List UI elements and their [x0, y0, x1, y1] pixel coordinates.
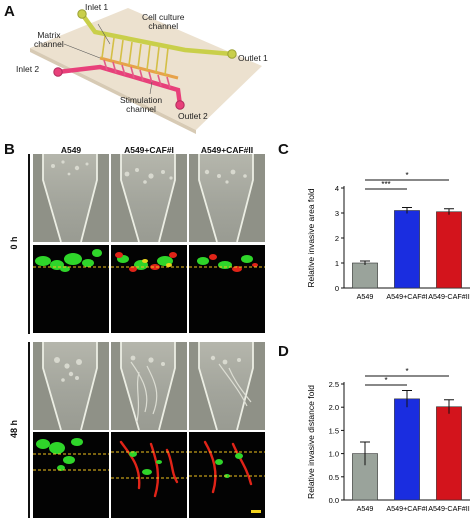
column-header-a549: A549 — [60, 145, 82, 155]
chart-c-ylabel: Relative invasive area fold — [306, 188, 316, 287]
outlet-2-port — [175, 100, 185, 110]
cell-culture-line-1: Cell culture — [142, 12, 185, 22]
chart-c-bar-2 — [436, 211, 462, 289]
chart-d-y-tick-label-4: 2.0 — [329, 403, 339, 412]
chart-c-category-label-1: A549+CAF#I — [386, 292, 427, 301]
chart-d-significance-label-0: * — [405, 367, 408, 376]
chart-d-bar-2 — [436, 406, 462, 501]
column-header-caf2: A549+CAF#II — [200, 145, 254, 155]
chart-d-category-label-1: A549+CAF#I — [386, 504, 427, 513]
panel-label-a: A — [4, 3, 15, 20]
brightfield-a549-0h — [33, 154, 109, 242]
stimulation-line-1: Stimulation — [120, 95, 163, 105]
stimulation-channel-label: Stimulation channel — [120, 96, 162, 114]
row-label-48h: 48 h — [9, 420, 19, 439]
brightfield-caf1-48h — [111, 342, 187, 430]
chart-d-category-label-0: A549 — [357, 504, 374, 513]
fluorescence-a549-0h — [33, 245, 109, 333]
chart-d-category-label-2: A549-CAF#II — [428, 504, 470, 513]
brightfield-caf2-0h — [189, 154, 265, 242]
row-label-0h: 0 h — [9, 236, 19, 250]
chart-c-category-label-0: A549 — [357, 292, 374, 301]
chart-c-y-tick-label-4: 4 — [335, 184, 339, 193]
chart-d-y-tick-label-0: 0.0 — [329, 496, 339, 505]
chart-c-significance-label-1: *** — [381, 180, 390, 189]
outlet-1-label: Outlet 1 — [238, 53, 268, 63]
inlet-1-label: Inlet 1 — [85, 2, 109, 12]
outlet-2-label: Outlet 2 — [178, 111, 208, 121]
cell-culture-line-2: channel — [148, 21, 179, 31]
chart-d-y-tick-label-1: 0.5 — [329, 473, 339, 482]
chart-c-y-tick-label-0: 0 — [335, 284, 339, 293]
chart-c-category-label-2: A549-CAF#II — [428, 292, 470, 301]
panel-label-b: B — [4, 141, 15, 158]
matrix-channel-label: Matrix channel — [34, 31, 64, 49]
fluorescence-caf1-0h — [111, 245, 187, 333]
invasive-area-chart: Relative invasive area fold 0 1 2 3 4 A549 A549… — [306, 171, 470, 301]
fluorescence-caf2-0h — [189, 245, 265, 333]
stimulation-channel — [55, 64, 183, 108]
inlet-2-port — [53, 67, 63, 77]
matrix-line-1: Matrix — [37, 30, 61, 40]
chart-c-significance-label-0: * — [405, 171, 408, 180]
panel-label-c: C — [278, 141, 289, 158]
chart-d-y-tick-label-2: 1.0 — [329, 450, 339, 459]
outlet-1-port — [227, 49, 237, 59]
brightfield-caf2-48h — [189, 342, 265, 430]
chart-c-bar-1 — [394, 210, 420, 289]
chart-d-significance-label-1: * — [384, 376, 387, 385]
fluorescence-a549-48h — [33, 432, 109, 518]
scale-bar — [251, 510, 261, 513]
chart-d-y-tick-label-5: 2.5 — [329, 380, 339, 389]
chart-d-ylabel: Relative invasive distance fold — [306, 385, 316, 499]
cell-culture-channel-label: Cell culture channel — [142, 13, 185, 31]
fluorescence-caf2-48h — [189, 432, 265, 518]
chip-schematic — [30, 8, 262, 134]
inlet-2-label: Inlet 2 — [16, 64, 40, 74]
time-bracket-0h — [28, 154, 30, 334]
invasive-distance-chart: Relative invasive distance fold 0.0 0.5 1.0… — [306, 367, 470, 513]
chart-c-y-tick-label-1: 1 — [335, 259, 339, 268]
time-bracket-48h — [28, 342, 30, 518]
matrix-channel — [99, 35, 179, 89]
inlet-1-port — [77, 9, 87, 19]
chart-d-bar-1 — [394, 398, 420, 501]
brightfield-caf1-0h — [111, 154, 187, 242]
chart-c-bar-0 — [352, 262, 378, 289]
chart-c-y-tick-label-3: 3 — [335, 209, 339, 218]
matrix-line-2: channel — [34, 39, 64, 49]
panel-label-d: D — [278, 343, 289, 360]
fluorescence-caf1-48h — [111, 432, 187, 518]
column-header-caf1: A549+CAF#I — [124, 145, 174, 155]
chart-d-y-tick-label-3: 1.5 — [329, 426, 339, 435]
chart-c-y-tick-label-2: 2 — [335, 234, 339, 243]
stimulation-line-2: channel — [126, 104, 156, 114]
culture-channel — [79, 11, 235, 57]
brightfield-a549-48h — [33, 342, 109, 430]
